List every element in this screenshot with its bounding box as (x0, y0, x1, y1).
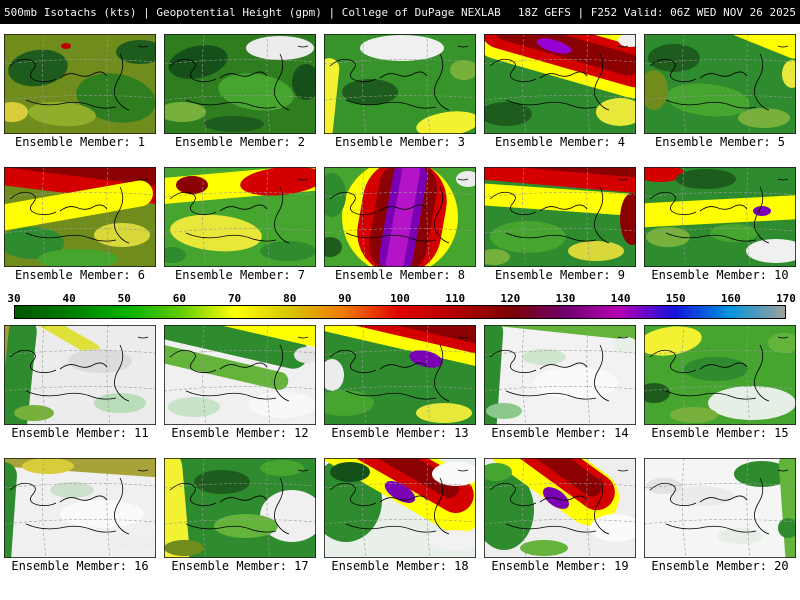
ensemble-panel[interactable]: Ensemble Member: 7 (164, 167, 316, 284)
colorbar-tick: 110 (445, 292, 466, 305)
ensemble-member-label: Ensemble Member: 2 (174, 135, 306, 149)
member-map-14[interactable] (484, 325, 636, 425)
gefs-ensemble-viewer: 500mb Isotachs (kts) | Geopotential Heig… (0, 0, 800, 575)
member-map-10[interactable] (644, 167, 796, 267)
colorbar-gradient (14, 305, 786, 319)
ensemble-panel[interactable]: Ensemble Member: 13 (324, 325, 476, 442)
ensemble-member-label: Ensemble Member: 3 (334, 135, 466, 149)
ensemble-panel[interactable]: Ensemble Member: 18 (324, 458, 476, 575)
member-map-2[interactable] (164, 34, 316, 134)
ensemble-member-label: Ensemble Member: 19 (491, 559, 629, 573)
ensemble-member-label: Ensemble Member: 8 (334, 268, 466, 282)
member-map-8[interactable] (324, 167, 476, 267)
ensemble-panel[interactable]: Ensemble Member: 19 (484, 458, 636, 575)
member-map-9[interactable] (484, 167, 636, 267)
ensemble-member-label: Ensemble Member: 14 (491, 426, 629, 440)
colorbar-tick: 90 (338, 292, 352, 305)
colorbar-tick: 50 (117, 292, 131, 305)
ensemble-member-label: Ensemble Member: 13 (331, 426, 469, 440)
member-map-6[interactable] (4, 167, 156, 267)
member-map-1[interactable] (4, 34, 156, 134)
ensemble-panel[interactable]: Ensemble Member: 1 (4, 34, 156, 151)
ensemble-member-label: Ensemble Member: 4 (494, 135, 626, 149)
ensemble-panel[interactable]: Ensemble Member: 5 (644, 34, 796, 151)
ensemble-panel[interactable]: Ensemble Member: 20 (644, 458, 796, 575)
ensemble-member-label: Ensemble Member: 1 (14, 135, 146, 149)
ensemble-panel[interactable]: Ensemble Member: 14 (484, 325, 636, 442)
ensemble-panel[interactable]: Ensemble Member: 9 (484, 167, 636, 284)
colorbar: 30 40 50 60 70 80 90 100 110 120 130 140 150 160 170 (7, 292, 796, 319)
colorbar-tick: 30 (7, 292, 21, 305)
ensemble-member-label: Ensemble Member: 10 (651, 268, 789, 282)
ensemble-member-label: Ensemble Member: 5 (654, 135, 786, 149)
member-map-11[interactable] (4, 325, 156, 425)
ensemble-member-label: Ensemble Member: 18 (331, 559, 469, 573)
ensemble-panel[interactable]: Ensemble Member: 3 (324, 34, 476, 151)
member-map-4[interactable] (484, 34, 636, 134)
member-map-3[interactable] (324, 34, 476, 134)
colorbar-tick: 40 (62, 292, 76, 305)
colorbar-tick: 100 (390, 292, 410, 305)
member-map-16[interactable] (4, 458, 156, 558)
member-map-19[interactable] (484, 458, 636, 558)
colorbar-tick: 130 (555, 292, 576, 305)
ensemble-panel[interactable]: Ensemble Member: 15 (644, 325, 796, 442)
ensemble-panel[interactable]: Ensemble Member: 11 (4, 325, 156, 442)
ensemble-panel[interactable]: Ensemble Member: 17 (164, 458, 316, 575)
member-map-17[interactable] (164, 458, 316, 558)
ensemble-member-label: Ensemble Member: 6 (14, 268, 146, 282)
colorbar-tick: 120 (500, 292, 521, 305)
member-map-13[interactable] (324, 325, 476, 425)
ensemble-panel[interactable]: Ensemble Member: 12 (164, 325, 316, 442)
ensemble-member-label: Ensemble Member: 7 (174, 268, 306, 282)
member-map-20[interactable] (644, 458, 796, 558)
colorbar-tick: 70 (227, 292, 242, 305)
title-bar: 500mb Isotachs (kts) | Geopotential Heig… (0, 0, 800, 24)
colorbar-tick: 80 (283, 292, 297, 305)
grid-top: Ensemble Member: 1 Ensemble Member: 2 Ense… (0, 34, 800, 284)
member-map-15[interactable] (644, 325, 796, 425)
member-map-5[interactable] (644, 34, 796, 134)
member-map-7[interactable] (164, 167, 316, 267)
colorbar-tick: 150 (665, 292, 686, 305)
grid-bottom: Ensemble Member: 11 Ensemble Member: 12 En… (0, 325, 800, 575)
ensemble-panel[interactable]: Ensemble Member: 4 (484, 34, 636, 151)
ensemble-member-label: Ensemble Member: 9 (494, 268, 626, 282)
member-map-12[interactable] (164, 325, 316, 425)
ensemble-member-label: Ensemble Member: 11 (11, 426, 149, 440)
member-map-18[interactable] (324, 458, 476, 558)
ensemble-panel[interactable]: Ensemble Member: 16 (4, 458, 156, 575)
colorbar-tick: 170 (776, 292, 796, 305)
ensemble-member-label: Ensemble Member: 17 (171, 559, 309, 573)
run-valid-info: 18Z GEFS | F252 Valid: 06Z WED NOV 26 20… (517, 5, 796, 19)
ensemble-panel[interactable]: Ensemble Member: 10 (644, 167, 796, 284)
ensemble-panel[interactable]: Ensemble Member: 2 (164, 34, 316, 151)
colorbar-tick: 60 (172, 292, 187, 305)
product-title: 500mb Isotachs (kts) | Geopotential Heig… (4, 5, 501, 19)
ensemble-member-label: Ensemble Member: 12 (171, 426, 309, 440)
ensemble-panel[interactable]: Ensemble Member: 8 (324, 167, 476, 284)
ensemble-member-label: Ensemble Member: 15 (651, 426, 789, 440)
ensemble-member-label: Ensemble Member: 20 (651, 559, 789, 573)
colorbar-tick: 140 (610, 292, 631, 305)
ensemble-member-label: Ensemble Member: 16 (11, 559, 149, 573)
colorbar-ticks: 30 40 50 60 70 80 90 100 110 120 130 140 150 160 170 (7, 292, 796, 305)
ensemble-panel[interactable]: Ensemble Member: 6 (4, 167, 156, 284)
colorbar-tick: 160 (720, 292, 741, 305)
